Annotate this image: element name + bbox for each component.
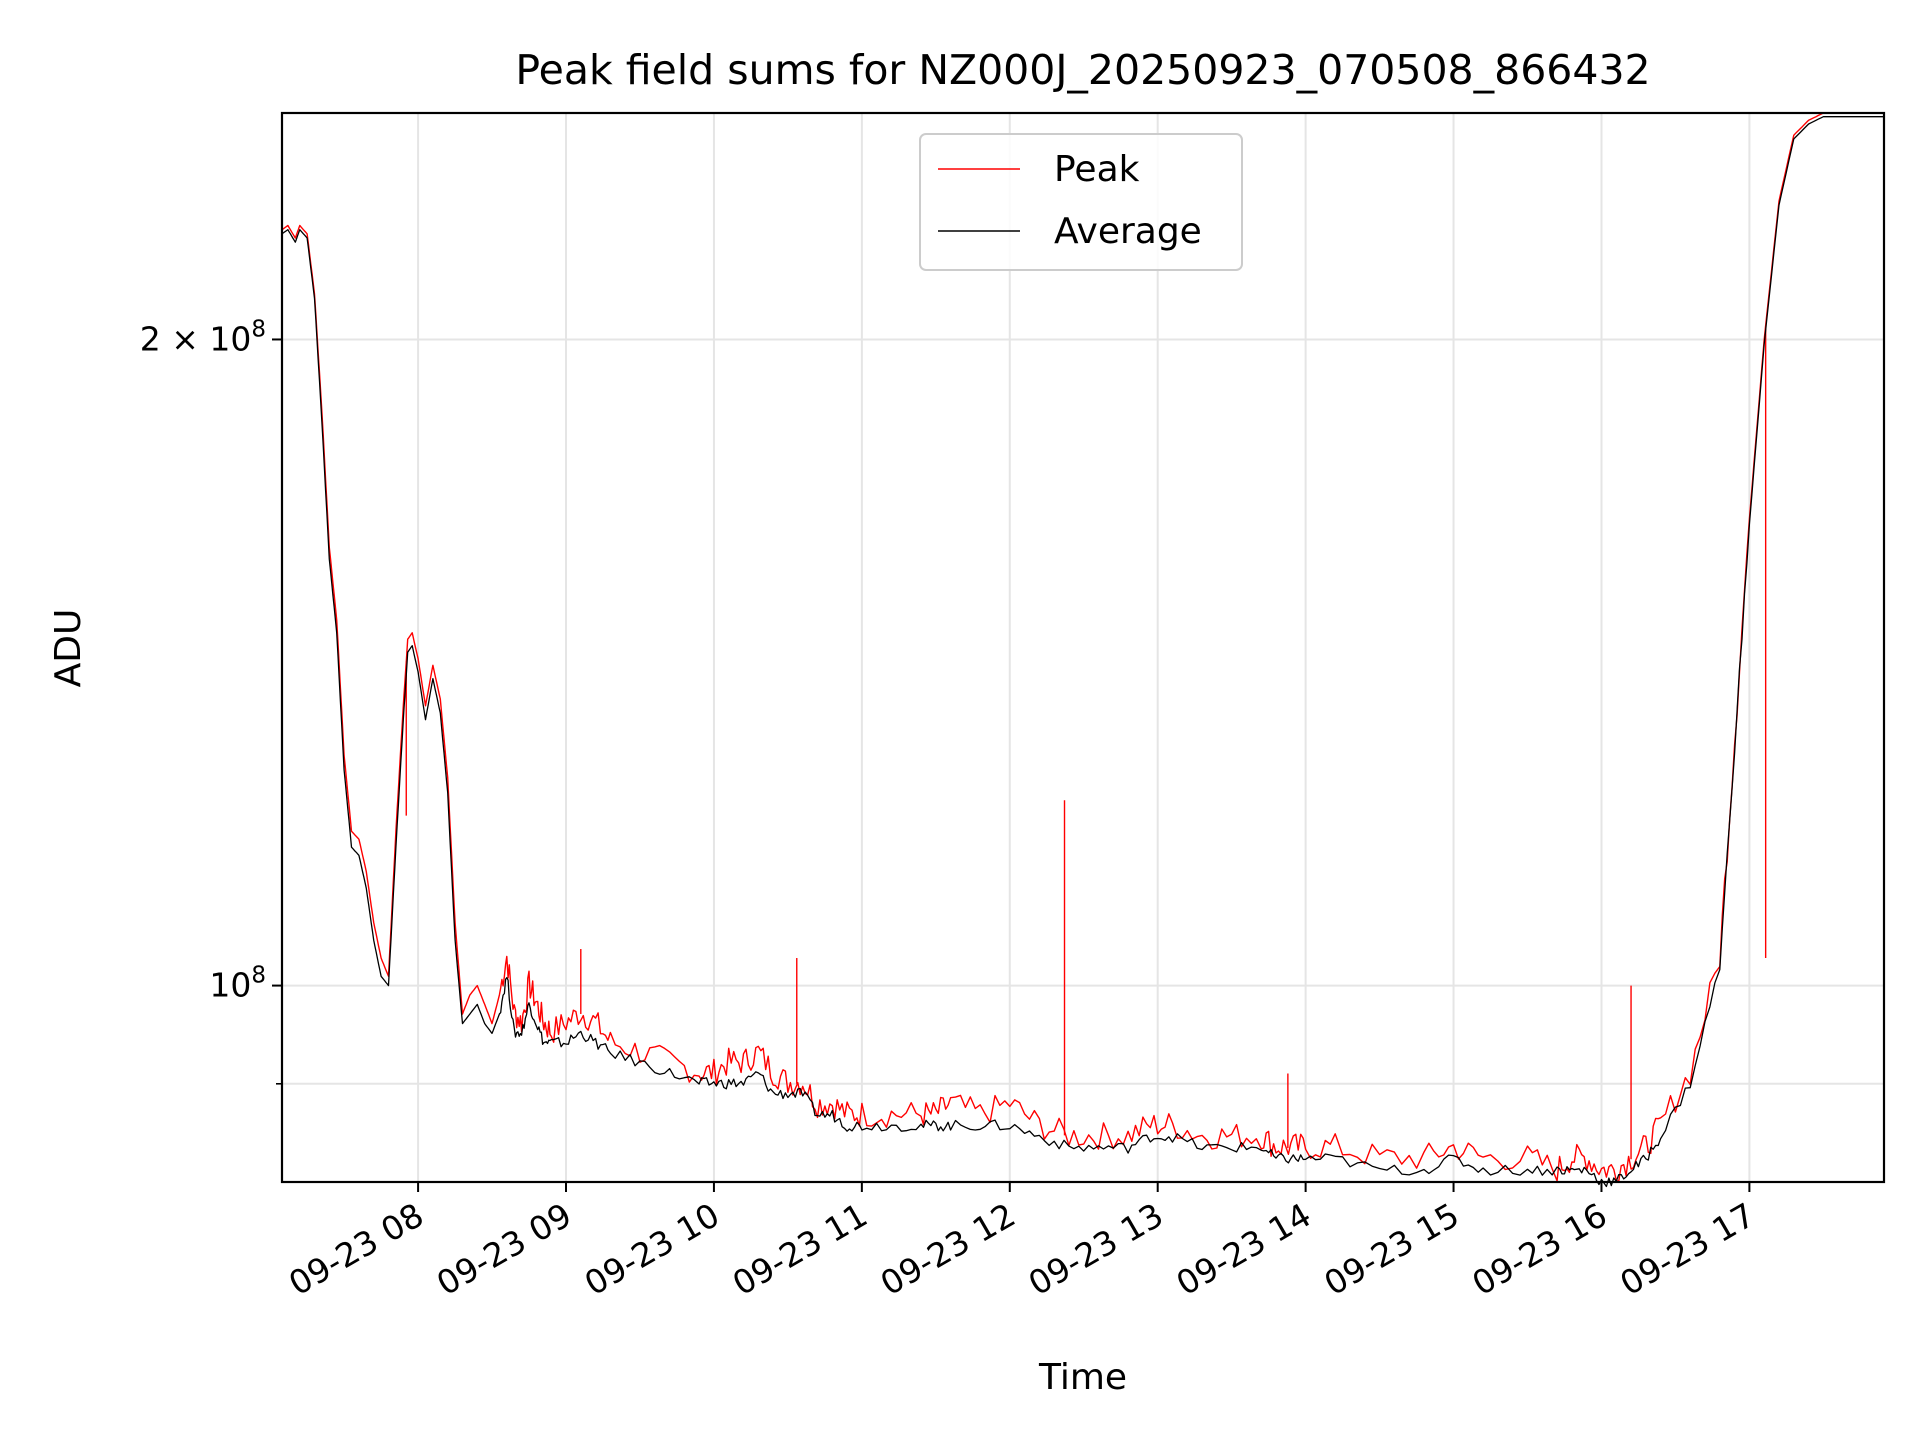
legend-label-average: Average [1054,211,1202,252]
y-axis-label: ADU [48,609,89,688]
x-axis-label: Time [1038,1357,1127,1398]
y-tick-label: 2 × 108 [140,316,266,358]
legend-box [919,133,1243,271]
y-axis-ticks: 2 × 108 108 [140,316,282,1085]
chart-title: Peak field sums for NZ000J_20250923_0705… [515,46,1650,94]
plot-frame [280,111,1886,1184]
series-line-peak [281,112,1884,1182]
y-tick-label: 108 [209,963,266,1005]
legend-label-peak: Peak [1054,149,1140,190]
legend: Peak Average [919,133,1243,271]
grid [282,113,1884,1182]
